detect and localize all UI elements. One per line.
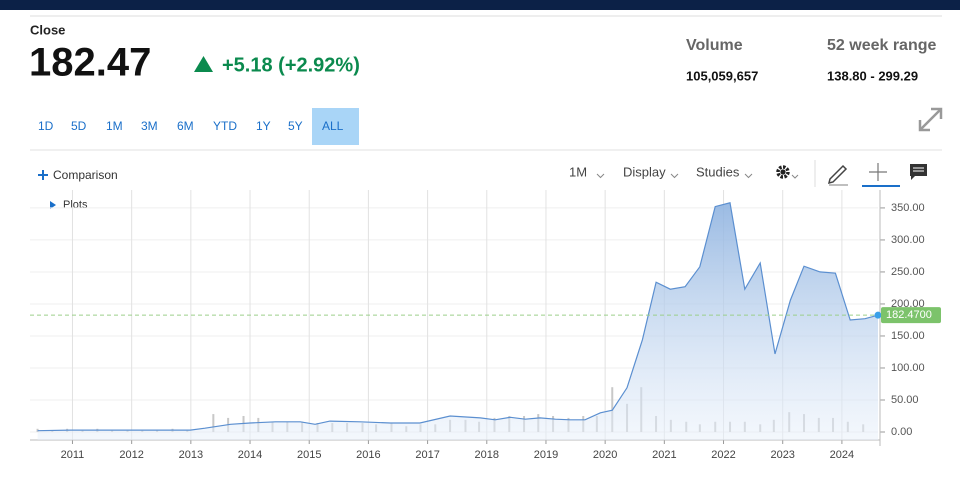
plus-icon [38, 170, 48, 180]
range-button[interactable]: 5Y [288, 119, 303, 133]
chart: 0.00 50.00 100.00 150.00 200.00 250.00 300.00 3… [30, 190, 941, 461]
comment-button[interactable] [910, 164, 927, 180]
settings-button[interactable] [776, 165, 799, 179]
y-tick-label: 200.00 [891, 298, 925, 310]
display-menu[interactable]: Display [623, 164, 679, 179]
studies-label: Studies [696, 164, 740, 179]
y-tick-label: 300.00 [891, 234, 925, 246]
close-label: Close [30, 22, 65, 37]
range-button[interactable]: YTD [213, 119, 237, 133]
y-tick-label: 250.00 [891, 266, 925, 278]
top-bar [0, 0, 960, 10]
crosshair-button[interactable] [862, 163, 900, 187]
chevron [670, 173, 679, 179]
x-tick-label: 2021 [652, 449, 676, 461]
x-tick-label: 2012 [119, 449, 143, 461]
price-change: +5.18 (+2.92%) [222, 54, 360, 76]
range-label: YTD [213, 119, 237, 133]
price-line [37, 202, 879, 432]
range-label: 1D [38, 119, 54, 133]
y-tick-label: 350.00 [891, 202, 925, 214]
draw-button[interactable] [827, 164, 848, 186]
interval-label: 1M [569, 164, 587, 179]
y-tick-label: 150.00 [891, 330, 925, 342]
range-label: 3M [141, 119, 158, 133]
x-tick-label: 2018 [475, 449, 499, 461]
studies-menu[interactable]: Studies [696, 164, 753, 179]
range-label: ALL [322, 119, 344, 133]
y-tick-label: 0.00 [891, 426, 912, 438]
stat-value: 105,059,657 [686, 68, 758, 83]
x-tick-label: 2019 [534, 449, 558, 461]
last-price-badge [881, 307, 941, 324]
chevron [596, 173, 605, 179]
interval-menu[interactable]: 1M [569, 164, 605, 179]
range-button[interactable]: 1M [106, 119, 123, 133]
up-arrow [194, 56, 213, 72]
range-buttons: 1D 5D 1M 3M 6M YTD 1Y 5Y ALL [38, 108, 359, 145]
y-tick-label: 100.00 [891, 362, 925, 374]
plots-toggle[interactable]: Plots [50, 199, 88, 211]
plots-label: Plots [63, 199, 88, 211]
price: 182.47 [29, 41, 151, 85]
expand-icon[interactable] [918, 107, 943, 132]
range-label: 1M [106, 119, 123, 133]
x-tick-label: 2020 [593, 449, 617, 461]
range-button[interactable]: 3M [141, 119, 158, 133]
range-label: 1Y [256, 119, 271, 133]
range-label: 5Y [288, 119, 303, 133]
range-selected-bg [312, 108, 359, 145]
display-label: Display [623, 164, 666, 179]
range-button[interactable]: 6M [177, 119, 194, 133]
x-tick-label: 2014 [238, 449, 262, 461]
range-button[interactable]: 5D [71, 119, 87, 133]
range-button[interactable]: ALL [312, 108, 359, 145]
stat-label: Volume [686, 37, 743, 54]
x-tick-label: 2015 [297, 449, 321, 461]
volume-bar [36, 428, 39, 432]
y-tick-label: 50.00 [891, 394, 919, 406]
comparison-button[interactable]: Comparison [38, 168, 118, 182]
area-fill [37, 202, 879, 440]
x-tick-label: 2017 [415, 449, 439, 461]
last-point [874, 311, 882, 319]
x-tick-label: 2022 [711, 449, 735, 461]
range-button[interactable]: 1D [38, 119, 54, 133]
chevron [744, 173, 753, 179]
x-tick-label: 2011 [61, 449, 85, 461]
x-tick-label: 2016 [356, 449, 380, 461]
range-label: 6M [177, 119, 194, 133]
range-button[interactable]: 1Y [256, 119, 271, 133]
last-price-label: 182.4700 [886, 309, 932, 321]
x-tick-label: 2013 [179, 449, 203, 461]
x-tick-label: 2024 [830, 449, 854, 461]
volume-bar [212, 414, 215, 432]
stat-label: 52 week range [827, 37, 937, 54]
range-label: 5D [71, 119, 87, 133]
stat-value: 138.80 - 299.29 [827, 68, 918, 83]
x-tick-label: 2023 [770, 449, 794, 461]
comparison-label: Comparison [53, 168, 118, 182]
